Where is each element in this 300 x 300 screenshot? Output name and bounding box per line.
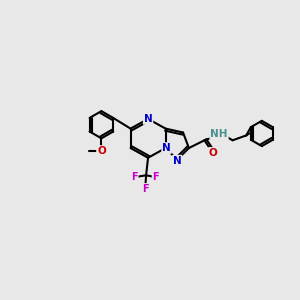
Text: F: F: [131, 172, 138, 182]
Text: F: F: [152, 172, 159, 182]
Text: N: N: [173, 156, 182, 166]
Text: NH: NH: [210, 129, 228, 140]
Text: N: N: [162, 143, 171, 153]
Text: N: N: [144, 114, 152, 124]
Text: F: F: [142, 184, 148, 194]
Text: O: O: [97, 146, 106, 156]
Text: O: O: [209, 148, 218, 158]
